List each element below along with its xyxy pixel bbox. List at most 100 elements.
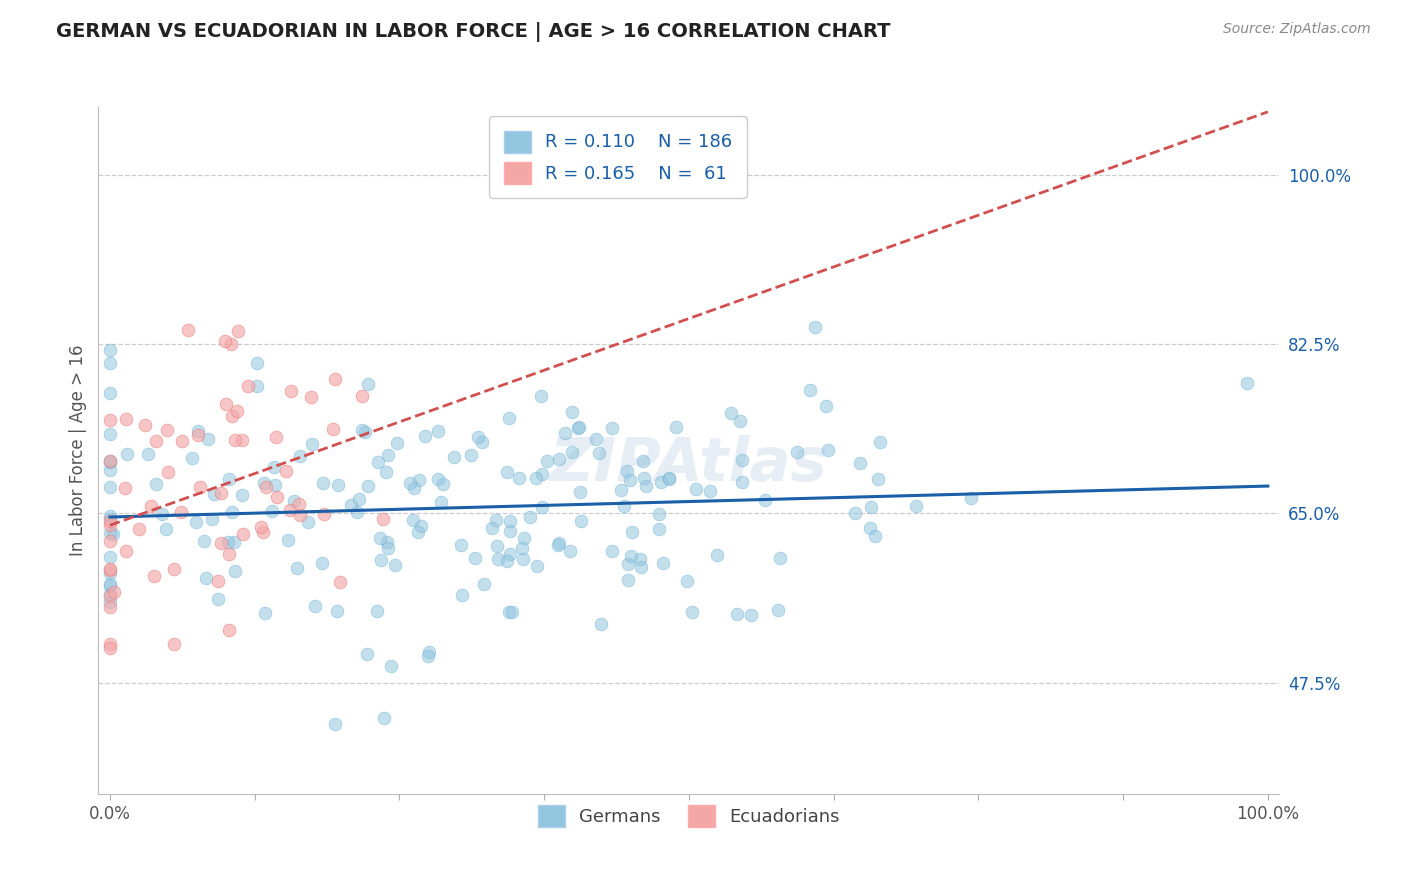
Point	[346, 505, 368, 519]
Point	[524, 471, 547, 485]
Point	[498, 524, 520, 538]
Point	[868, 472, 890, 486]
Point	[139, 500, 162, 514]
Text: ZIPAtlas: ZIPAtlas	[550, 434, 828, 493]
Point	[366, 604, 388, 618]
Point	[628, 552, 651, 566]
Point	[675, 574, 697, 588]
Point	[98, 577, 121, 591]
Point	[402, 513, 425, 527]
Legend: Germans, Ecuadorians: Germans, Ecuadorians	[529, 797, 849, 837]
Point	[356, 647, 378, 661]
Point	[498, 410, 520, 425]
Point	[371, 512, 394, 526]
Point	[312, 475, 335, 490]
Point	[385, 436, 408, 450]
Point	[231, 488, 253, 502]
Point	[731, 452, 754, 467]
Point	[498, 605, 520, 619]
Point	[114, 481, 136, 495]
Point	[865, 529, 887, 543]
Point	[658, 472, 681, 486]
Point	[450, 588, 472, 602]
Point	[114, 412, 136, 426]
Point	[616, 464, 638, 478]
Point	[98, 427, 121, 442]
Point	[561, 405, 583, 419]
Point	[464, 551, 486, 566]
Point	[98, 534, 121, 549]
Point	[128, 522, 150, 536]
Point	[249, 520, 271, 534]
Point	[730, 475, 752, 490]
Point	[277, 533, 299, 548]
Text: Source: ZipAtlas.com: Source: ZipAtlas.com	[1223, 22, 1371, 37]
Point	[548, 535, 571, 549]
Point	[648, 522, 671, 536]
Point	[207, 574, 229, 589]
Point	[560, 544, 582, 558]
Point	[651, 556, 673, 570]
Point	[600, 544, 623, 558]
Point	[817, 442, 839, 457]
Point	[377, 541, 399, 555]
Point	[209, 486, 232, 500]
Point	[322, 422, 344, 436]
Point	[214, 334, 236, 348]
Point	[728, 414, 751, 428]
Point	[98, 563, 121, 577]
Point	[427, 425, 450, 439]
Point	[98, 600, 121, 615]
Point	[526, 559, 548, 574]
Point	[193, 533, 215, 548]
Point	[263, 459, 285, 474]
Point	[98, 525, 121, 540]
Point	[201, 512, 224, 526]
Point	[485, 513, 508, 527]
Point	[501, 605, 523, 619]
Point	[134, 417, 156, 432]
Point	[226, 324, 249, 338]
Point	[288, 508, 311, 522]
Point	[633, 454, 655, 468]
Point	[98, 595, 121, 609]
Point	[253, 607, 276, 621]
Point	[297, 516, 319, 530]
Point	[519, 509, 541, 524]
Point	[548, 451, 571, 466]
Point	[145, 434, 167, 448]
Point	[513, 531, 536, 545]
Point	[177, 323, 200, 337]
Point	[368, 531, 391, 545]
Point	[329, 574, 352, 589]
Point	[312, 507, 335, 521]
Point	[411, 519, 433, 533]
Point	[554, 426, 576, 441]
Point	[620, 549, 643, 563]
Point	[499, 547, 522, 561]
Point	[467, 430, 489, 444]
Point	[98, 463, 121, 477]
Point	[617, 574, 640, 588]
Point	[262, 504, 284, 518]
Point	[326, 604, 349, 618]
Point	[613, 499, 636, 513]
Point	[98, 566, 121, 581]
Point	[323, 372, 346, 386]
Point	[960, 491, 983, 506]
Point	[600, 421, 623, 435]
Point	[254, 480, 277, 494]
Point	[844, 506, 866, 520]
Point	[427, 472, 450, 486]
Point	[357, 376, 380, 391]
Point	[481, 521, 503, 535]
Point	[98, 641, 121, 656]
Point	[685, 482, 707, 496]
Point	[380, 659, 402, 673]
Point	[224, 564, 246, 578]
Point	[195, 571, 218, 585]
Point	[699, 483, 721, 498]
Point	[221, 505, 243, 519]
Point	[285, 561, 308, 575]
Point	[311, 556, 333, 570]
